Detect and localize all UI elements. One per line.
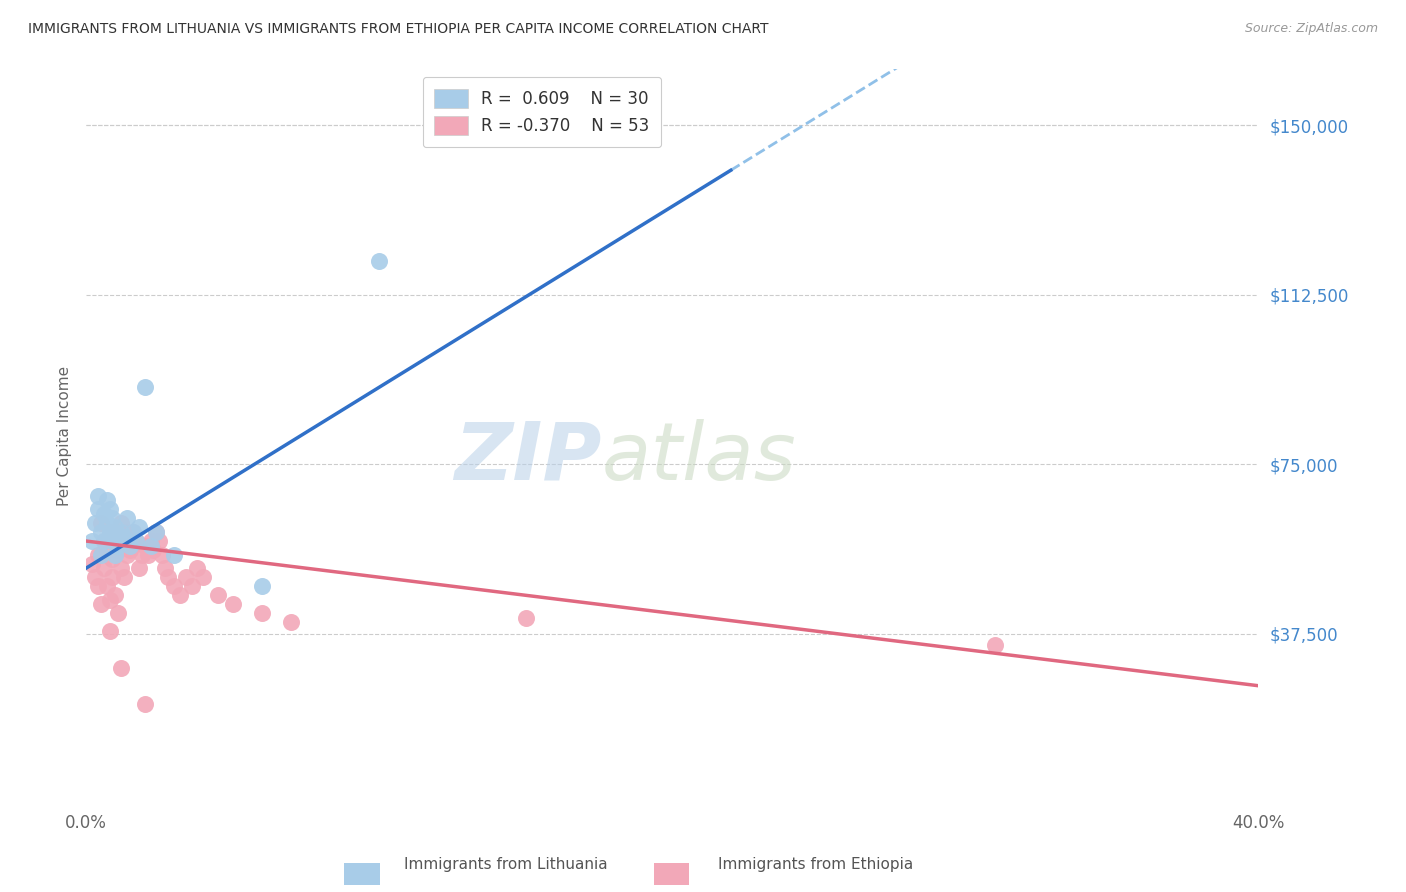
Point xyxy=(98,502,121,516)
Point xyxy=(93,507,115,521)
Point xyxy=(98,524,121,539)
Point xyxy=(93,534,115,549)
Point xyxy=(101,511,124,525)
Point xyxy=(221,598,243,612)
Point xyxy=(145,524,167,539)
Point xyxy=(107,539,129,553)
Point xyxy=(136,548,159,562)
Text: Immigrants from Ethiopia: Immigrants from Ethiopia xyxy=(718,857,912,872)
Point xyxy=(101,534,124,549)
Point xyxy=(153,561,176,575)
Point xyxy=(96,579,118,593)
Point xyxy=(87,489,110,503)
Point xyxy=(104,520,127,534)
Point xyxy=(150,548,173,562)
Point xyxy=(250,607,273,621)
Point xyxy=(983,638,1005,652)
Point xyxy=(101,552,124,566)
Point xyxy=(107,543,129,558)
Point xyxy=(107,607,129,621)
Point xyxy=(280,615,302,630)
Point xyxy=(104,548,127,562)
Point xyxy=(125,534,148,549)
Point xyxy=(131,548,153,562)
Point xyxy=(139,534,162,549)
Point xyxy=(250,579,273,593)
Point xyxy=(139,539,162,553)
Point xyxy=(110,660,132,674)
Point xyxy=(93,561,115,575)
Point xyxy=(515,611,537,625)
Point xyxy=(104,588,127,602)
Point xyxy=(90,516,112,530)
Point xyxy=(193,570,215,584)
Point xyxy=(368,253,391,268)
Point xyxy=(96,543,118,558)
Point xyxy=(110,561,132,575)
Point xyxy=(112,570,135,584)
Text: IMMIGRANTS FROM LITHUANIA VS IMMIGRANTS FROM ETHIOPIA PER CAPITA INCOME CORRELAT: IMMIGRANTS FROM LITHUANIA VS IMMIGRANTS … xyxy=(28,22,769,37)
Point xyxy=(87,579,110,593)
Text: Source: ZipAtlas.com: Source: ZipAtlas.com xyxy=(1244,22,1378,36)
Point xyxy=(104,534,127,549)
Point xyxy=(115,548,138,562)
Point xyxy=(157,570,180,584)
Point xyxy=(115,511,138,525)
Text: atlas: atlas xyxy=(602,419,797,497)
Point xyxy=(148,534,170,549)
Point xyxy=(169,588,191,602)
Point xyxy=(98,524,121,539)
Point xyxy=(83,516,105,530)
Point xyxy=(87,502,110,516)
Point xyxy=(134,539,156,553)
Point xyxy=(83,570,105,584)
Point xyxy=(207,588,229,602)
Point xyxy=(110,524,132,539)
Point xyxy=(112,524,135,539)
Point xyxy=(90,598,112,612)
Point xyxy=(80,534,103,549)
Point xyxy=(80,557,103,571)
Point xyxy=(93,534,115,549)
Point xyxy=(118,539,141,553)
Point xyxy=(142,543,165,558)
Point xyxy=(128,561,150,575)
Point xyxy=(134,380,156,394)
Point xyxy=(128,520,150,534)
Point xyxy=(122,524,145,539)
Point xyxy=(163,579,186,593)
Text: Immigrants from Lithuania: Immigrants from Lithuania xyxy=(405,857,607,872)
Point xyxy=(87,548,110,562)
Point xyxy=(90,524,112,539)
Point xyxy=(186,561,208,575)
Point xyxy=(122,524,145,539)
Point xyxy=(115,534,138,549)
Point xyxy=(125,534,148,549)
Point xyxy=(110,516,132,530)
Point xyxy=(98,592,121,607)
Point xyxy=(96,493,118,508)
Point xyxy=(134,697,156,711)
Point xyxy=(174,570,197,584)
Point xyxy=(180,579,202,593)
Point xyxy=(101,570,124,584)
Point xyxy=(163,548,186,562)
Text: ZIP: ZIP xyxy=(454,419,602,497)
Point xyxy=(118,543,141,558)
Point xyxy=(96,516,118,530)
Point xyxy=(112,529,135,543)
Y-axis label: Per Capita Income: Per Capita Income xyxy=(58,366,72,506)
Legend: R =  0.609    N = 30, R = -0.370    N = 53: R = 0.609 N = 30, R = -0.370 N = 53 xyxy=(423,77,661,147)
Point xyxy=(90,548,112,562)
Point xyxy=(145,524,167,539)
Point xyxy=(98,624,121,639)
